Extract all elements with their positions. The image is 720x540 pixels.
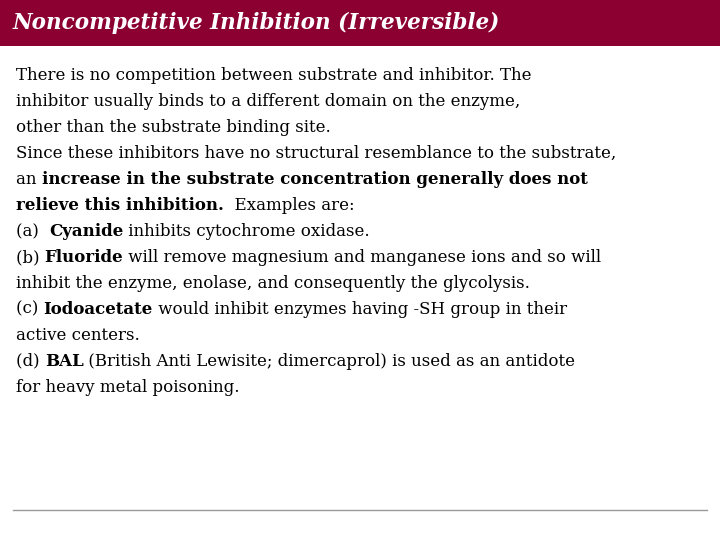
Text: Iodoacetate: Iodoacetate bbox=[43, 301, 153, 318]
Text: active centers.: active centers. bbox=[16, 327, 140, 343]
Text: other than the substrate binding site.: other than the substrate binding site. bbox=[16, 119, 330, 136]
Text: an: an bbox=[16, 171, 42, 188]
Text: There is no competition between substrate and inhibitor. The: There is no competition between substrat… bbox=[16, 68, 531, 84]
Text: (c): (c) bbox=[16, 301, 43, 318]
Text: would inhibit enzymes having -SH group in their: would inhibit enzymes having -SH group i… bbox=[153, 301, 567, 318]
Text: (b): (b) bbox=[16, 249, 45, 266]
Text: Cyanide: Cyanide bbox=[49, 223, 123, 240]
Text: BAL: BAL bbox=[45, 353, 84, 369]
Text: (d): (d) bbox=[16, 353, 45, 369]
Text: inhibit the enzyme, enolase, and consequently the glycolysis.: inhibit the enzyme, enolase, and consequ… bbox=[16, 275, 530, 292]
Text: inhibits cytochrome oxidase.: inhibits cytochrome oxidase. bbox=[123, 223, 370, 240]
Text: relieve this inhibition.: relieve this inhibition. bbox=[16, 197, 224, 214]
Text: increase in the substrate concentration generally does not: increase in the substrate concentration … bbox=[42, 171, 588, 188]
Text: for heavy metal poisoning.: for heavy metal poisoning. bbox=[16, 379, 239, 395]
Text: (a): (a) bbox=[16, 223, 49, 240]
Text: Noncompetitive Inhibition (Irreversible): Noncompetitive Inhibition (Irreversible) bbox=[13, 12, 500, 34]
Text: inhibitor usually binds to a different domain on the enzyme,: inhibitor usually binds to a different d… bbox=[16, 93, 520, 110]
Text: Since these inhibitors have no structural resemblance to the substrate,: Since these inhibitors have no structura… bbox=[16, 145, 616, 162]
Text: Examples are:: Examples are: bbox=[224, 197, 354, 214]
Text: will remove magnesium and manganese ions and so will: will remove magnesium and manganese ions… bbox=[123, 249, 601, 266]
Text: Fluoride: Fluoride bbox=[45, 249, 123, 266]
FancyBboxPatch shape bbox=[0, 0, 720, 46]
Text: (British Anti Lewisite; dimercaprol) is used as an antidote: (British Anti Lewisite; dimercaprol) is … bbox=[84, 353, 575, 369]
